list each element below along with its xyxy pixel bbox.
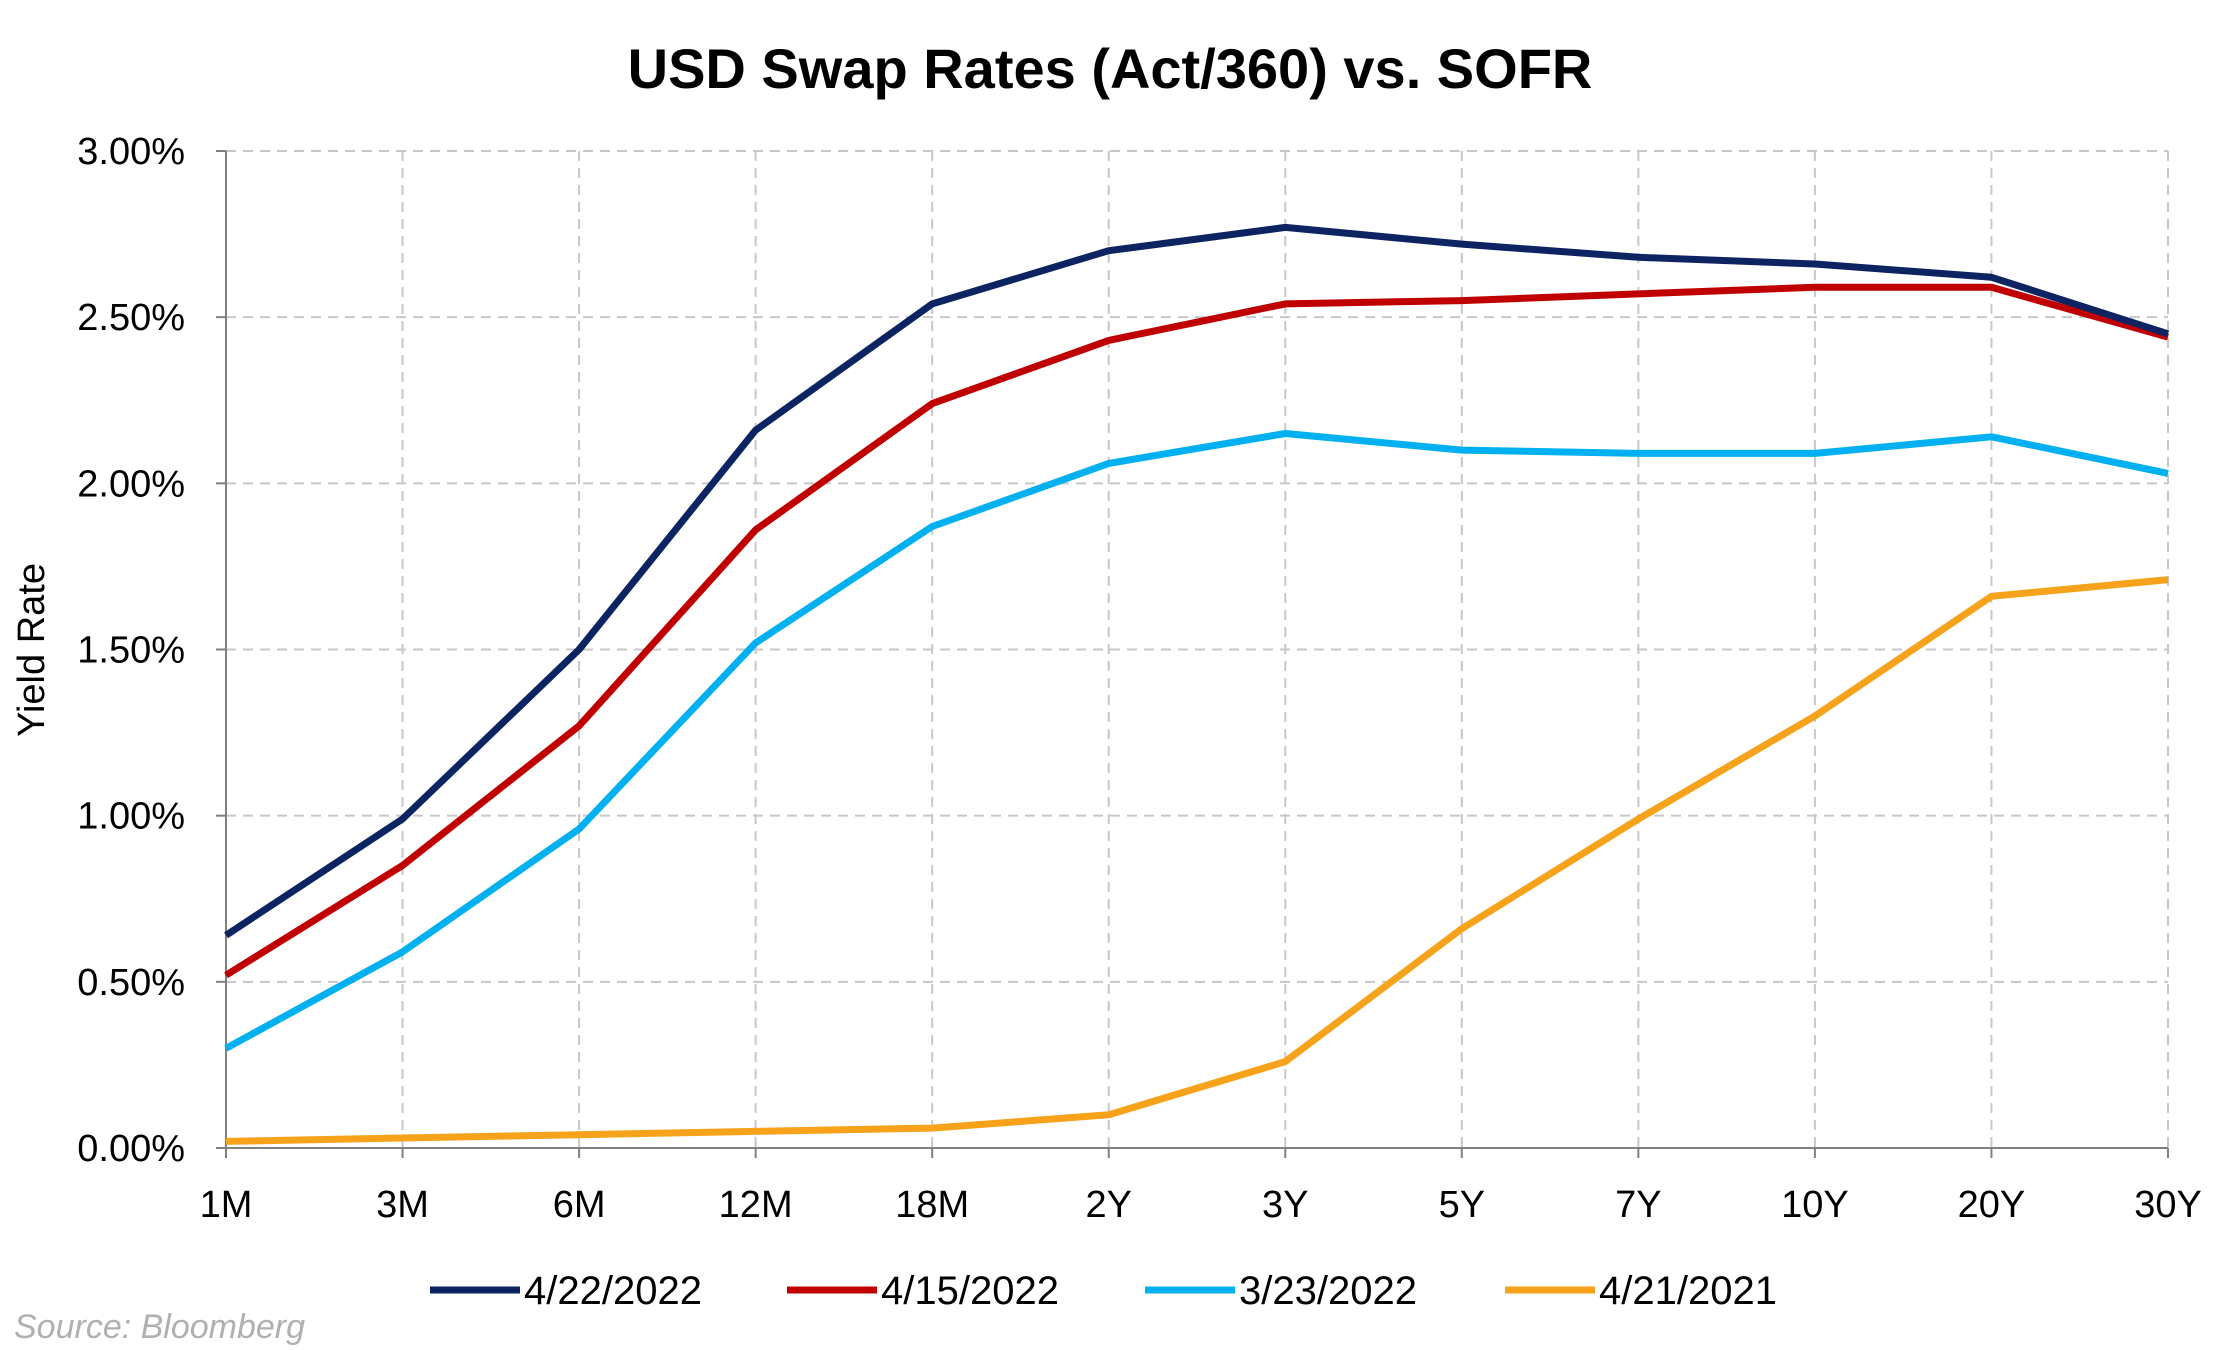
y-axis-ticks: 0.00% 0.50% 1.00% 1.50% 2.00% 2.50% 3.00%	[77, 131, 185, 1170]
x-tick-label: 3Y	[1262, 1184, 1308, 1226]
y-tick-label: 0.00%	[77, 1128, 185, 1170]
series-lines	[224, 223, 2170, 1145]
x-tick-label: 2Y	[1085, 1184, 1131, 1226]
x-tick-label: 10Y	[1781, 1184, 1849, 1226]
x-tick-label: 6M	[553, 1184, 606, 1226]
x-tick-label: 7Y	[1615, 1184, 1661, 1226]
legend-label: 3/23/2022	[1239, 1269, 1417, 1313]
series-line	[224, 430, 2169, 1052]
series-line	[224, 223, 2170, 939]
y-tick-label: 2.50%	[77, 297, 185, 339]
y-axis-title: Yield Rate	[11, 563, 53, 737]
y-tick-label: 2.00%	[77, 463, 185, 505]
gridlines	[226, 150, 2169, 1148]
series-line	[224, 283, 2169, 979]
x-tick-label: 1M	[200, 1184, 253, 1226]
legend-label: 4/22/2022	[524, 1269, 702, 1313]
x-tick-label: 30Y	[2134, 1184, 2202, 1226]
source-note: Source: Bloomberg	[14, 1308, 305, 1346]
x-axis-ticks: 1M 3M 6M 12M 18M 2Y 3Y 5Y 7Y 10Y 20Y 30Y	[200, 1184, 2202, 1226]
series-line	[225, 576, 2169, 1145]
x-tick-label: 5Y	[1439, 1184, 1485, 1226]
x-tick-label: 3M	[376, 1184, 429, 1226]
legend-label: 4/15/2022	[881, 1269, 1059, 1313]
legend: 4/22/2022 4/15/2022 3/23/2022 4/21/2021	[430, 1269, 1777, 1313]
y-tick-label: 1.00%	[77, 796, 185, 838]
y-tick-label: 3.00%	[77, 131, 185, 173]
x-tick-label: 12M	[719, 1184, 793, 1226]
x-tick-label: 20Y	[1958, 1184, 2026, 1226]
y-tick-label: 0.50%	[77, 962, 185, 1004]
axes	[216, 150, 2169, 1158]
x-tick-label: 18M	[895, 1184, 969, 1226]
legend-label: 4/21/2021	[1599, 1269, 1777, 1313]
y-tick-label: 1.50%	[77, 630, 185, 672]
chart-title: USD Swap Rates (Act/360) vs. SOFR	[628, 37, 1593, 100]
